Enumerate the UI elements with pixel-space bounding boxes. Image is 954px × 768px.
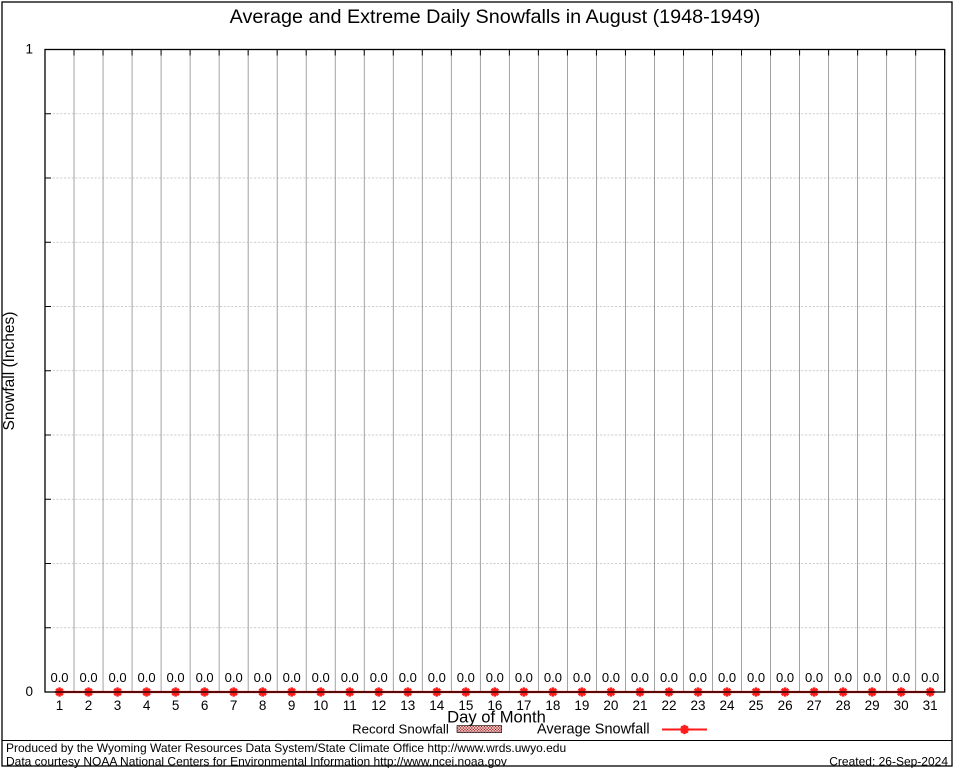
svg-text:Average Snowfall: Average Snowfall xyxy=(537,722,650,738)
svg-text:Day of Month: Day of Month xyxy=(447,708,546,727)
svg-text:0.0: 0.0 xyxy=(457,670,475,685)
svg-text:21: 21 xyxy=(632,698,647,713)
svg-text:27: 27 xyxy=(807,698,822,713)
svg-text:22: 22 xyxy=(661,698,676,713)
svg-text:28: 28 xyxy=(836,698,851,713)
svg-text:0.0: 0.0 xyxy=(863,670,881,685)
svg-text:0.0: 0.0 xyxy=(370,670,388,685)
svg-text:5: 5 xyxy=(172,698,180,713)
svg-text:Produced by the Wyoming Water: Produced by the Wyoming Water Resources … xyxy=(6,741,566,755)
svg-text:0.0: 0.0 xyxy=(718,670,736,685)
svg-text:0.0: 0.0 xyxy=(50,670,68,685)
svg-text:Record Snowfall: Record Snowfall xyxy=(352,722,449,737)
svg-text:14: 14 xyxy=(429,698,445,713)
svg-text:Average and Extreme Daily Snow: Average and Extreme Daily Snowfalls in A… xyxy=(230,6,761,28)
svg-text:0.0: 0.0 xyxy=(138,670,156,685)
svg-text:0.0: 0.0 xyxy=(544,670,562,685)
svg-text:0.0: 0.0 xyxy=(109,670,127,685)
svg-text:2: 2 xyxy=(85,698,93,713)
svg-text:0.0: 0.0 xyxy=(254,670,272,685)
svg-text:Data courtesy NOAA National Ce: Data courtesy NOAA National Centers for … xyxy=(6,755,507,768)
svg-text:1: 1 xyxy=(25,42,33,57)
svg-text:9: 9 xyxy=(288,698,296,713)
svg-text:23: 23 xyxy=(690,698,705,713)
svg-text:0.0: 0.0 xyxy=(283,670,301,685)
svg-text:0.0: 0.0 xyxy=(428,670,446,685)
svg-text:0.0: 0.0 xyxy=(689,670,707,685)
svg-text:31: 31 xyxy=(923,698,938,713)
svg-text:24: 24 xyxy=(720,698,736,713)
svg-text:0.0: 0.0 xyxy=(486,670,504,685)
svg-text:0.0: 0.0 xyxy=(805,670,823,685)
svg-text:11: 11 xyxy=(343,698,357,713)
svg-text:0.0: 0.0 xyxy=(515,670,533,685)
svg-text:18: 18 xyxy=(545,698,560,713)
svg-text:1: 1 xyxy=(56,698,64,713)
svg-text:7: 7 xyxy=(230,698,238,713)
svg-text:0: 0 xyxy=(25,684,33,699)
svg-text:12: 12 xyxy=(371,698,386,713)
svg-text:25: 25 xyxy=(749,698,764,713)
svg-text:0.0: 0.0 xyxy=(79,670,97,685)
svg-text:13: 13 xyxy=(400,698,415,713)
svg-text:0.0: 0.0 xyxy=(341,670,359,685)
svg-text:0.0: 0.0 xyxy=(312,670,330,685)
svg-text:Snowfall (Inches): Snowfall (Inches) xyxy=(1,312,18,431)
svg-text:4: 4 xyxy=(143,698,151,713)
svg-text:0.0: 0.0 xyxy=(631,670,649,685)
svg-text:Created: 26-Sep-2024: Created: 26-Sep-2024 xyxy=(829,755,948,768)
svg-text:19: 19 xyxy=(574,698,589,713)
svg-text:26: 26 xyxy=(778,698,793,713)
svg-text:0.0: 0.0 xyxy=(196,670,214,685)
svg-text:0.0: 0.0 xyxy=(776,670,794,685)
svg-text:0.0: 0.0 xyxy=(399,670,417,685)
svg-text:0.0: 0.0 xyxy=(573,670,591,685)
svg-text:0.0: 0.0 xyxy=(747,670,765,685)
svg-text:20: 20 xyxy=(603,698,618,713)
svg-text:0.0: 0.0 xyxy=(225,670,243,685)
svg-text:0.0: 0.0 xyxy=(167,670,185,685)
svg-text:0.0: 0.0 xyxy=(921,670,939,685)
svg-text:29: 29 xyxy=(865,698,880,713)
svg-text:0.0: 0.0 xyxy=(834,670,852,685)
svg-text:0.0: 0.0 xyxy=(660,670,678,685)
svg-text:3: 3 xyxy=(114,698,122,713)
svg-text:6: 6 xyxy=(201,698,209,713)
svg-text:30: 30 xyxy=(894,698,909,713)
svg-text:10: 10 xyxy=(313,698,328,713)
svg-text:0.0: 0.0 xyxy=(892,670,910,685)
svg-text:0.0: 0.0 xyxy=(602,670,620,685)
svg-text:8: 8 xyxy=(259,698,267,713)
